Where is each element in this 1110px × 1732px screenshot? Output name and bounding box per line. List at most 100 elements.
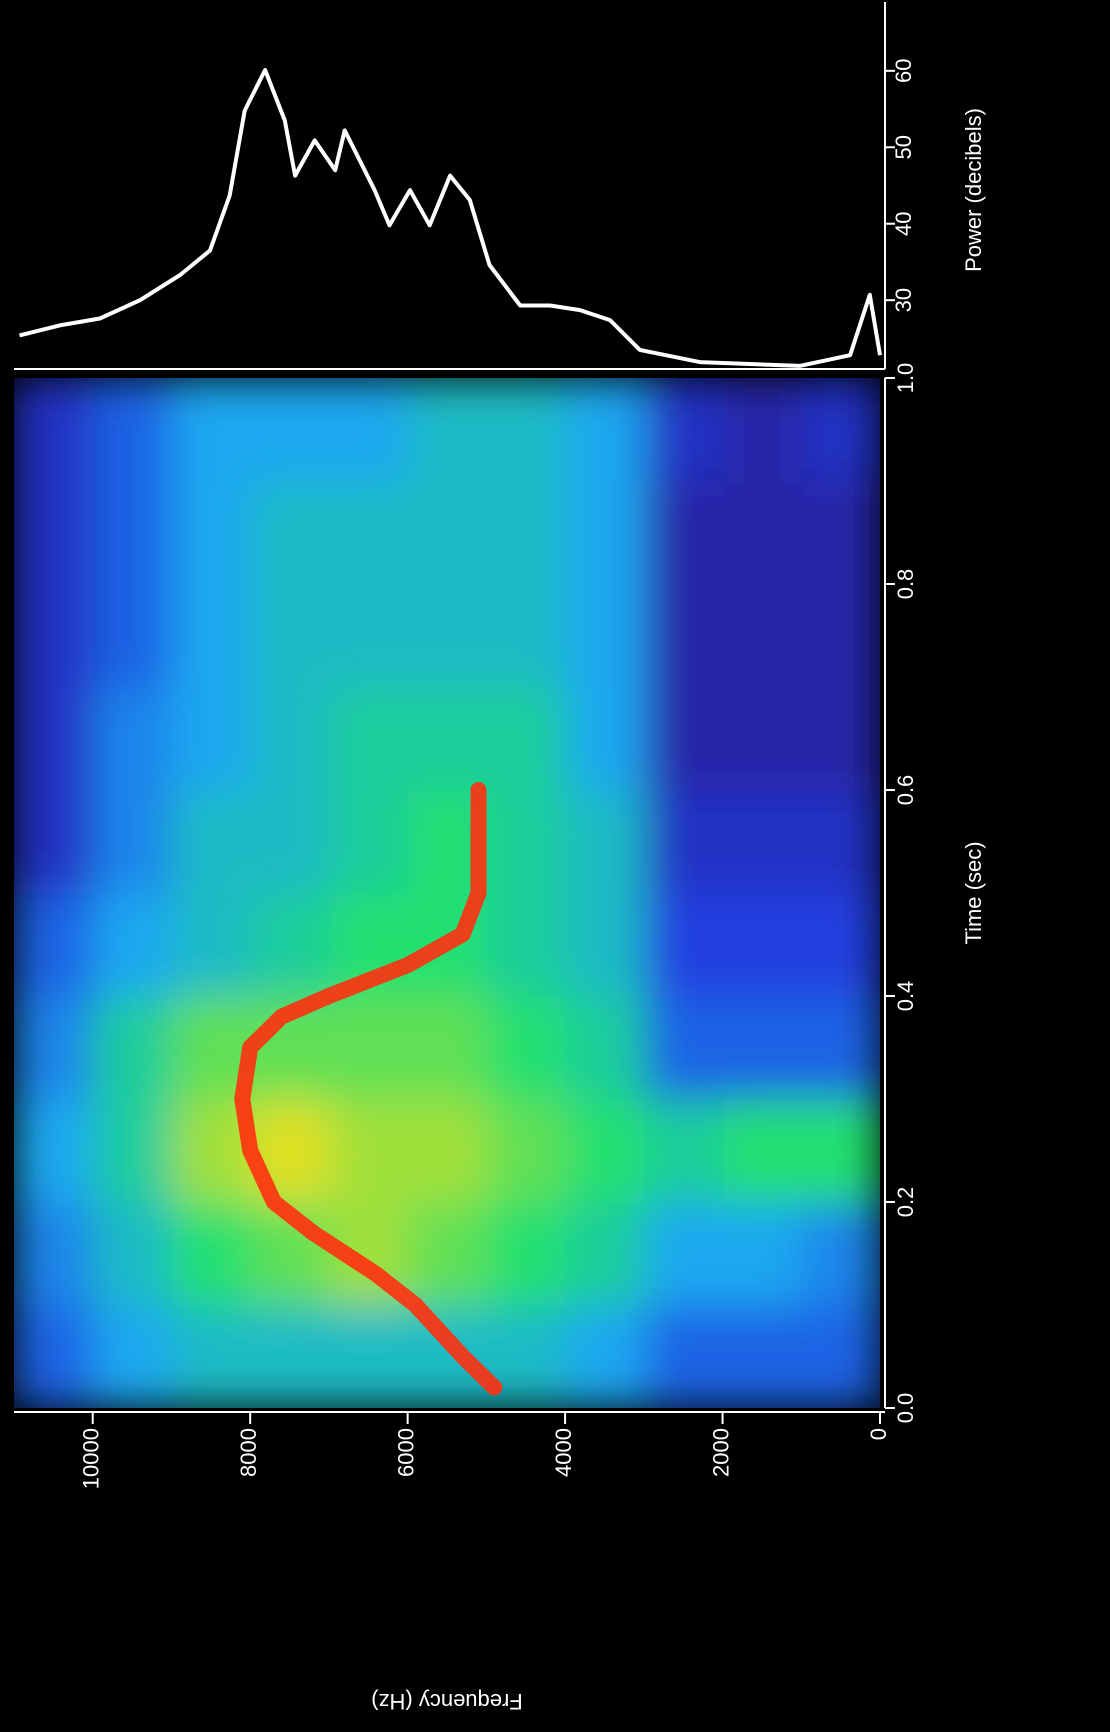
spectrogram-cell <box>721 789 803 894</box>
spectrogram-cell <box>564 1304 645 1408</box>
spectrogram-cell <box>14 1201 94 1306</box>
spectrogram-cell <box>721 1201 803 1306</box>
spectrogram-cell <box>170 1201 252 1306</box>
spectrogram-cell <box>406 583 488 688</box>
spectrogram-cell <box>564 892 645 997</box>
frequency-tick-label: 2000 <box>708 1428 733 1477</box>
spectrogram-cell <box>642 1098 724 1203</box>
spectrogram-cell <box>327 789 409 894</box>
frequency-tick-label: 0 <box>866 1428 891 1440</box>
spectrogram-cell <box>721 378 803 482</box>
frequency-tick-label: 4000 <box>551 1428 576 1477</box>
spectrogram-cell <box>91 789 173 894</box>
spectrogram-cell <box>170 892 252 997</box>
spectrogram-cell <box>14 1098 94 1203</box>
spectrogram-cell <box>91 1304 173 1408</box>
spectrogram-cell <box>170 686 252 791</box>
spectrogram-cell <box>721 892 803 997</box>
spectrogram-cell <box>800 378 880 482</box>
frequency-tick-label: 8000 <box>236 1428 261 1477</box>
time-axis-title: Time (sec) <box>961 841 986 944</box>
time-tick-label: 0.2 <box>893 1187 918 1218</box>
spectrogram-cell <box>91 892 173 997</box>
spectrogram-cell <box>170 583 252 688</box>
spectrogram-cell <box>170 378 252 482</box>
spectrogram-cell <box>249 1304 330 1408</box>
frequency-tick-label: 6000 <box>393 1428 418 1477</box>
spectrogram-cell <box>485 995 567 1100</box>
spectrogram-cell <box>485 1098 567 1203</box>
spectrogram-cell <box>564 686 645 791</box>
spectrogram-cell <box>327 995 409 1100</box>
spectrogram-cell <box>564 995 645 1100</box>
power-tick-label: 30 <box>891 288 916 312</box>
spectrogram-cell <box>327 480 409 585</box>
spectrogram-cell <box>485 789 567 894</box>
frequency-axis-title: Frequency (Hz) <box>371 1689 523 1714</box>
spectrogram-cell <box>800 892 880 997</box>
spectrogram-cell <box>721 995 803 1100</box>
spectrogram-cell <box>406 1201 488 1306</box>
spectrogram-cell <box>406 1098 488 1203</box>
spectrogram-cell <box>642 892 724 997</box>
spectrogram-cell <box>249 892 330 997</box>
spectrogram-cell <box>91 995 173 1100</box>
spectrogram-cell <box>642 378 724 482</box>
power-tick-label: 40 <box>891 211 916 235</box>
spectrogram-cell <box>642 995 724 1100</box>
spectrogram-cell <box>170 1304 252 1408</box>
spectrogram-cell <box>485 583 567 688</box>
spectrogram-cell <box>91 1201 173 1306</box>
spectrogram-cell <box>642 789 724 894</box>
spectrogram-cell <box>800 583 880 688</box>
power-axis-title: Power (decibels) <box>961 108 986 272</box>
spectrogram-cell <box>800 789 880 894</box>
spectrogram-cell <box>14 789 94 894</box>
spectrogram-cell <box>721 480 803 585</box>
spectrogram-cell <box>249 686 330 791</box>
spectrogram-cell <box>406 480 488 585</box>
ridge-line <box>234 782 503 1396</box>
spectrogram-cell <box>327 583 409 688</box>
spectrogram-cell <box>91 1098 173 1203</box>
spectrogram-cell <box>485 378 567 482</box>
spectrogram-cell <box>249 789 330 894</box>
spectrogram-cell <box>642 583 724 688</box>
time-tick-label: 0.0 <box>893 1393 918 1424</box>
spectrogram-cell <box>485 686 567 791</box>
spectrogram-cell <box>14 1304 94 1408</box>
spectrogram-cell <box>91 480 173 585</box>
spectrogram-cell <box>14 686 94 791</box>
spectrogram-cell <box>406 378 488 482</box>
spectrogram-cell <box>249 378 330 482</box>
spectrogram-cell <box>249 480 330 585</box>
spectrogram-cell <box>485 480 567 585</box>
spectrogram-cell <box>721 583 803 688</box>
spectrogram-cell <box>564 1201 645 1306</box>
spectrogram-cell <box>91 378 173 482</box>
spectrogram-cell <box>485 1201 567 1306</box>
spectrogram-cell <box>800 1201 880 1306</box>
spectrogram-cell <box>485 892 567 997</box>
spectrogram-cell <box>14 480 94 585</box>
power-tick-label: 60 <box>891 59 916 83</box>
spectrogram-cell <box>327 1098 409 1203</box>
spectrogram-cell <box>564 480 645 585</box>
spectrogram-cell <box>14 995 94 1100</box>
frequency-tick-label: 10000 <box>79 1428 104 1489</box>
spectrogram-cell <box>14 378 94 482</box>
spectrogram-cell <box>721 686 803 791</box>
spectrogram-cell <box>14 583 94 688</box>
power-tick-label: 50 <box>891 135 916 159</box>
spectrogram-cells <box>14 378 880 1408</box>
spectrogram-cell <box>642 1304 724 1408</box>
time-tick-label: 1.0 <box>893 363 918 394</box>
spectrogram-cell <box>170 789 252 894</box>
time-tick-label: 0.6 <box>893 775 918 806</box>
spectrogram-cell <box>800 1304 880 1408</box>
spectrogram-cell <box>91 583 173 688</box>
time-tick-label: 0.8 <box>893 569 918 600</box>
spectrogram-cell <box>642 1201 724 1306</box>
spectrogram-cell <box>800 995 880 1100</box>
